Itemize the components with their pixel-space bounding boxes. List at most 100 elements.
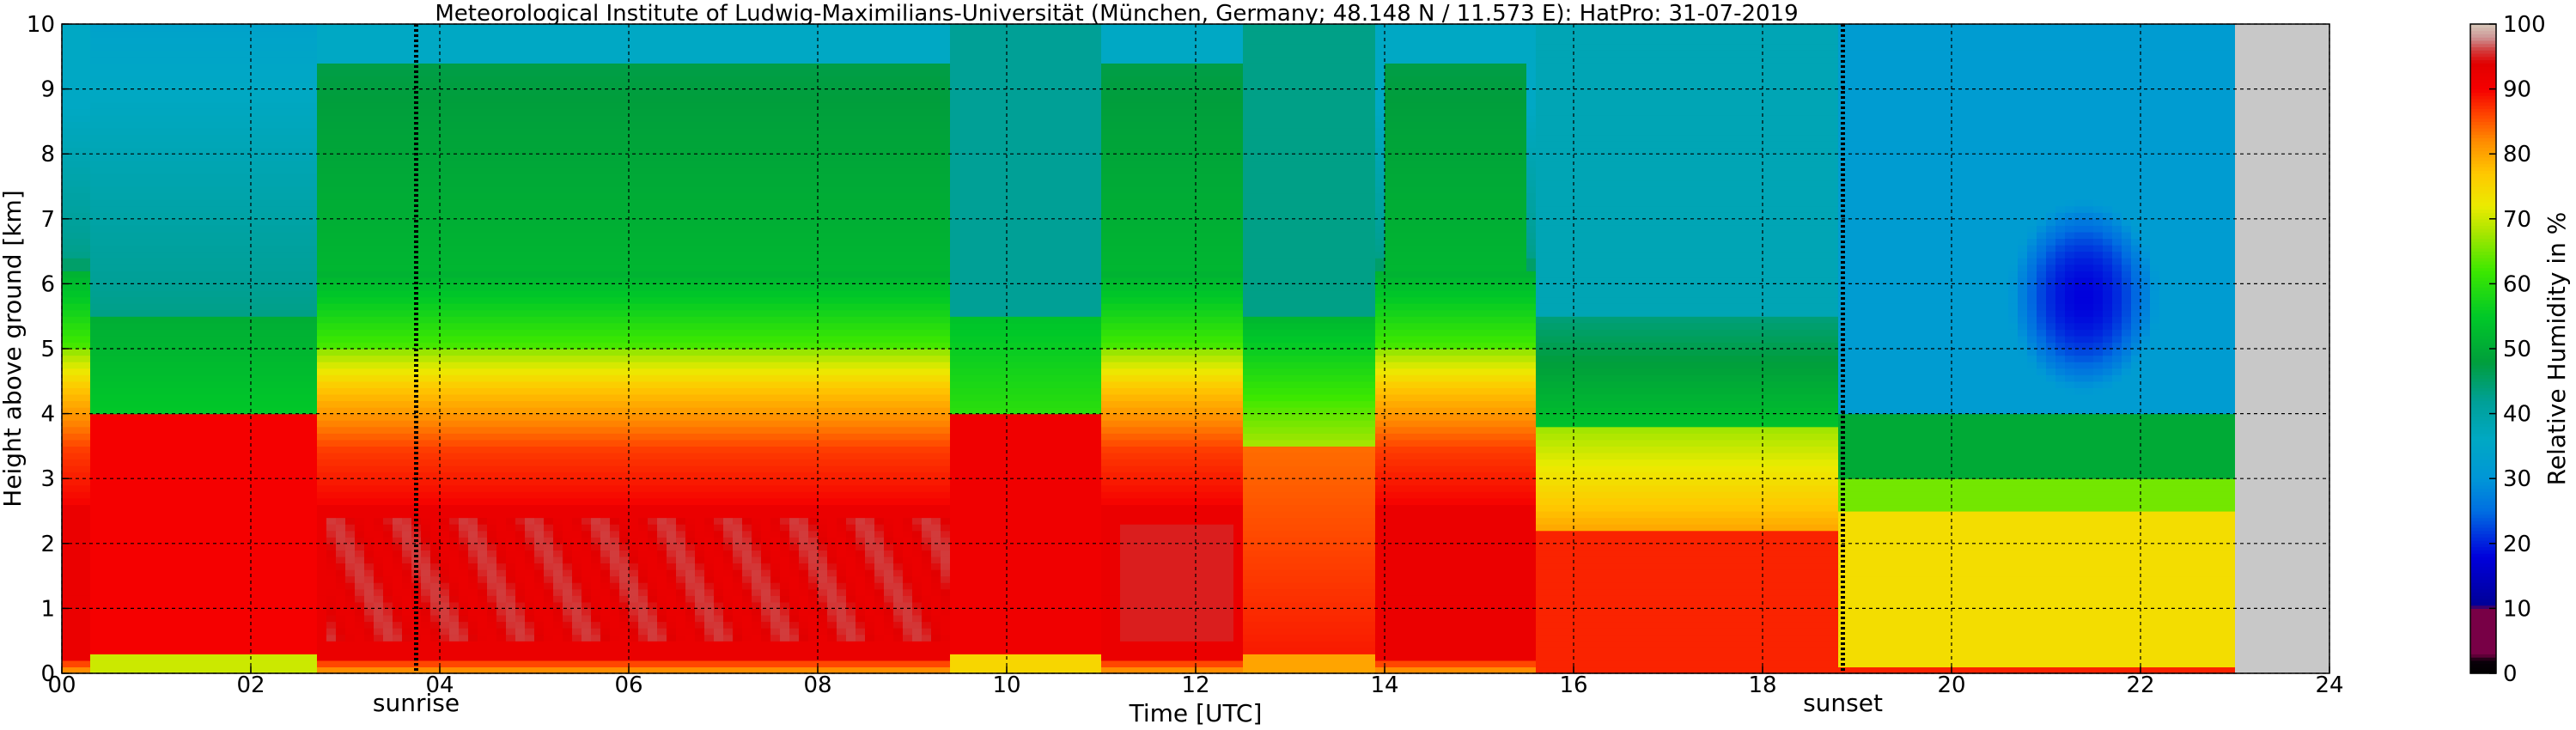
heatmap-cell (459, 309, 469, 317)
heatmap-cell (345, 30, 356, 38)
heatmap-cell (317, 322, 327, 330)
heatmap-cell (515, 199, 526, 207)
heatmap-cell (100, 37, 110, 45)
heatmap-cell (194, 218, 204, 226)
heatmap-cell (213, 50, 223, 58)
heatmap-cell (525, 621, 535, 629)
heatmap-cell (241, 355, 252, 362)
heatmap-cell (402, 212, 412, 220)
heatmap-cell (496, 225, 507, 233)
heatmap-cell (270, 368, 280, 375)
heatmap-cell (185, 251, 195, 259)
heatmap-cell (137, 296, 148, 304)
heatmap-cell (109, 459, 119, 466)
heatmap-cell (478, 537, 488, 544)
heatmap-cell (81, 595, 91, 603)
heatmap-cell (459, 349, 469, 356)
heatmap-cell (222, 666, 233, 674)
heatmap-cell (109, 322, 119, 330)
heatmap-cell (81, 563, 91, 570)
heatmap-cell (421, 134, 431, 142)
heatmap-cell (364, 37, 375, 45)
heatmap-cell (478, 30, 488, 38)
heatmap-cell (279, 231, 289, 240)
heatmap-cell (81, 264, 91, 271)
heatmap-cell (440, 439, 450, 447)
heatmap-cell (232, 491, 242, 499)
heatmap-cell (364, 134, 375, 142)
heatmap-cell (402, 160, 412, 167)
heatmap-cell (364, 569, 375, 577)
heatmap-cell (241, 322, 252, 330)
heatmap-cell (137, 316, 148, 324)
heatmap-cell (506, 342, 516, 350)
heatmap-cell (270, 374, 280, 382)
heatmap-cell (478, 641, 488, 648)
heatmap-cell (515, 30, 526, 38)
heatmap-cell (430, 380, 441, 388)
heatmap-cell (166, 349, 176, 356)
heatmap-cell (137, 530, 148, 538)
heatmap-cell (383, 491, 393, 499)
heatmap-cell (440, 271, 450, 278)
heatmap-cell (241, 56, 252, 64)
heatmap-cell (478, 277, 488, 284)
heatmap-cell (525, 205, 535, 213)
heatmap-cell (421, 452, 431, 460)
heatmap-cell (175, 478, 186, 486)
heatmap-cell (430, 530, 441, 538)
heatmap-cell (506, 588, 516, 596)
heatmap-cell (251, 601, 261, 609)
heatmap-cell (449, 666, 460, 674)
heatmap-cell (478, 491, 488, 499)
heatmap-cell (279, 511, 289, 519)
heatmap-cell (308, 459, 318, 466)
heatmap-cell (430, 666, 441, 674)
heatmap-cell (336, 368, 346, 375)
heatmap-cell (525, 56, 535, 64)
heatmap-cell (449, 271, 460, 278)
heatmap-cell (222, 271, 233, 278)
heatmap-cell (279, 666, 289, 674)
heatmap-cell (317, 621, 327, 629)
heatmap-cell (90, 192, 100, 200)
heatmap-cell (326, 141, 337, 149)
heatmap-cell (81, 471, 91, 479)
heatmap-cell (345, 582, 356, 590)
heatmap-cell (374, 387, 384, 395)
heatmap-cell (128, 108, 138, 116)
heatmap-cell (298, 101, 308, 109)
heatmap-cell (270, 400, 280, 408)
heatmap-cell (468, 231, 478, 240)
heatmap-cell (289, 647, 299, 654)
heatmap-cell (383, 349, 393, 356)
heatmap-cell (345, 179, 356, 187)
heatmap-cell (515, 114, 526, 122)
heatmap-cell (81, 666, 91, 674)
heatmap-cell (213, 258, 223, 265)
heatmap-cell (308, 524, 318, 532)
heatmap-cell (478, 511, 488, 519)
heatmap-cell (81, 621, 91, 629)
heatmap-cell (308, 121, 318, 129)
heatmap-cell (194, 400, 204, 408)
heatmap-cell (204, 69, 214, 77)
heatmap-cell (109, 56, 119, 64)
heatmap-cell (156, 484, 167, 492)
heatmap-cell (232, 608, 242, 616)
heatmap-cell (279, 654, 289, 661)
heatmap-cell (100, 322, 110, 330)
heatmap-cell (298, 167, 308, 174)
heatmap-cell (345, 335, 356, 344)
heatmap-cell (222, 335, 233, 344)
heatmap-cell (166, 374, 176, 382)
heatmap-cell (355, 575, 365, 583)
heatmap-cell (383, 478, 393, 486)
heatmap-cell (478, 556, 488, 564)
heatmap-cell (137, 349, 148, 356)
heatmap-cell (515, 186, 526, 194)
heatmap-cell (100, 24, 110, 32)
heatmap-cell (317, 296, 327, 304)
heatmap-cell (525, 127, 535, 136)
heatmap-cell (478, 575, 488, 583)
